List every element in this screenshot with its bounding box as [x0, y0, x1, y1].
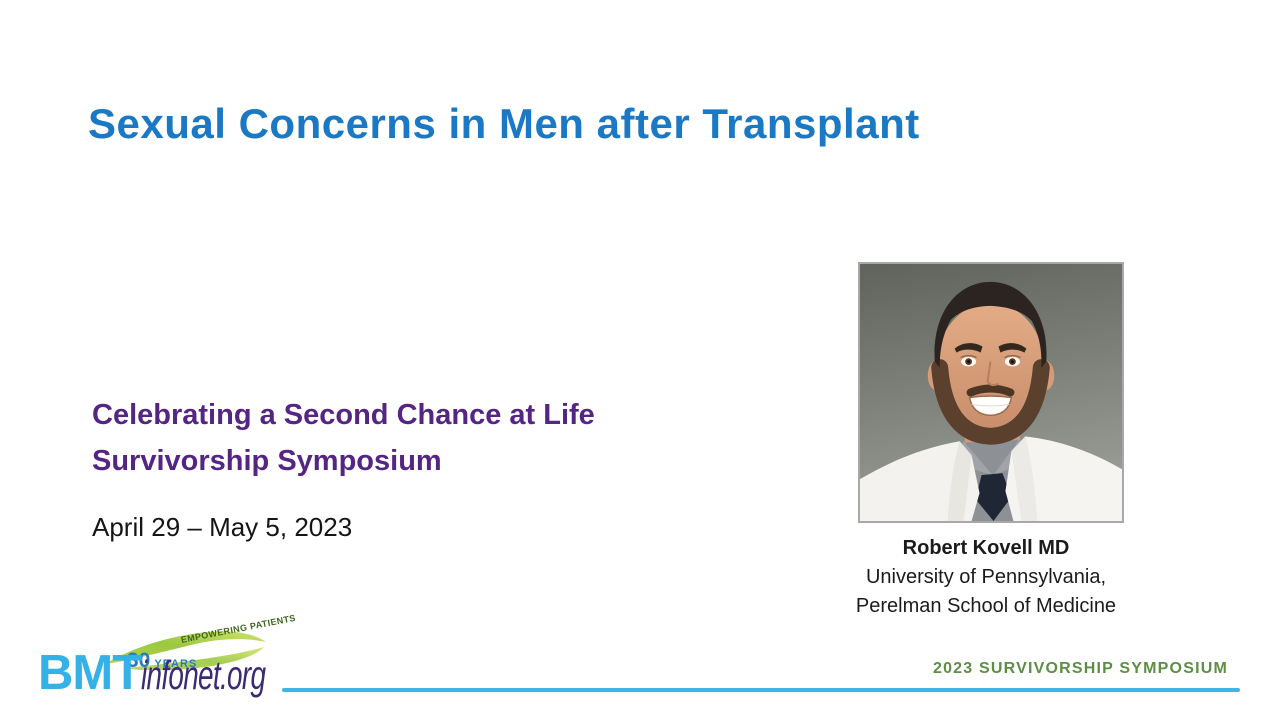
speaker-caption: Robert Kovell MD University of Pennsylva…	[836, 534, 1136, 621]
event-name: Celebrating a Second Chance at Life Surv…	[92, 392, 595, 484]
symposium-banner: 2023 SURVIVORSHIP SYMPOSIUM	[932, 660, 1228, 677]
logo-ribbon-swoosh	[105, 631, 266, 670]
logo-years-number: 30	[127, 649, 151, 672]
speaker-photo	[858, 262, 1124, 523]
bmtinfonet-logo: BMT infonet.org	[38, 649, 324, 698]
speaker-portrait-illustration	[860, 264, 1122, 521]
logo-years-badge: 30 YEARS	[127, 649, 197, 673]
event-dates: April 29 – May 5, 2023	[92, 512, 353, 542]
logo-years-label: YEARS	[154, 658, 198, 670]
speaker-affiliation-line2: Perelman School of Medicine	[855, 595, 1117, 617]
logo-brand: BMT	[38, 646, 142, 700]
footer-divider-line	[282, 688, 1240, 692]
logo-brand-suffix: infonet.org	[141, 652, 266, 698]
event-name-line1: Celebrating a Second Chance at Life	[92, 399, 595, 431]
speaker-name: Robert Kovell MD	[902, 537, 1070, 559]
speaker-affiliation-line1: University of Pennsylvania,	[865, 566, 1107, 588]
page-title: Sexual Concerns in Men after Transplant	[88, 100, 920, 147]
event-name-line2: Survivorship Symposium	[92, 445, 442, 477]
